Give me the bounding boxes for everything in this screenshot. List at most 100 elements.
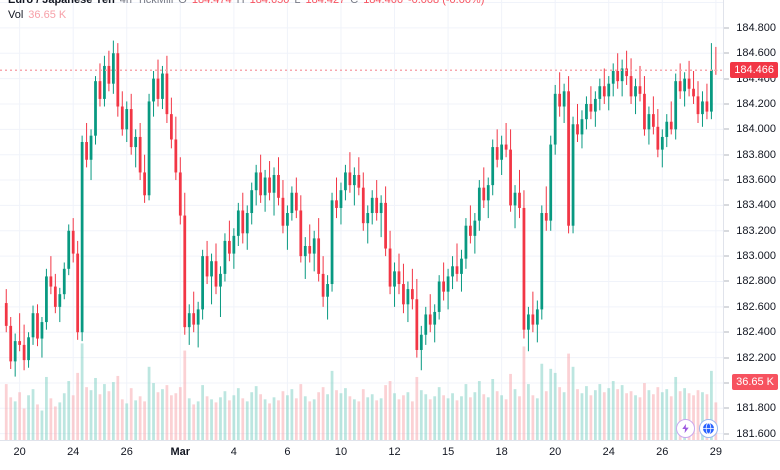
candle-body [174,139,178,173]
candle-body [161,73,164,99]
price-tick-label: 182.600 [736,300,776,313]
candle-body [375,197,379,214]
price-axis[interactable]: 184.800 184.600 184.400 184.200 184.000 183.8… [723,0,780,440]
volume-bar [245,401,249,440]
volume-bar [223,391,227,440]
volume-bar [9,397,13,440]
candle-body [187,313,191,328]
volume-bar [540,363,544,440]
time-axis[interactable]: 20 24 26 Mar 4 6 10 12 15 18 20 24 26 29 [0,440,780,470]
volume-bar [460,396,463,440]
price-tick-label: 181.600 [736,427,776,440]
candle-body [549,144,553,221]
volume-bar [562,392,566,440]
volume-bar [308,401,312,440]
volume-bar [397,399,401,440]
candle-body [428,314,432,325]
volume-bar [254,386,258,440]
volume-bar [178,387,182,440]
candle-body [464,225,468,259]
volume-bar [558,387,562,440]
volume-bar [286,395,289,440]
volume-bar [638,397,642,440]
chart-plot-area[interactable] [0,0,723,440]
candle-body [678,81,682,92]
volume-bar [339,393,343,440]
time-tick-label: 20 [549,446,562,458]
volume-bar [4,384,8,440]
candle-body [446,276,450,292]
price-tick-label: 183.600 [736,174,776,187]
volume-bar [103,384,106,440]
volume-bar [495,391,499,440]
candle-body [98,81,102,99]
volume-bar [330,370,334,440]
volume-bar [665,389,669,440]
candle-body [598,86,602,99]
price-tick-dash [724,357,729,359]
candle-body [495,147,499,160]
volume-bar [585,386,588,440]
candle-body [535,309,539,325]
candle-body [210,261,213,277]
candle-body [303,245,307,257]
candle-body [214,261,218,287]
volume-bar [187,398,191,440]
volume-bar [571,366,575,440]
volume-bar [348,396,352,440]
candle-body [384,202,387,249]
time-tick-label: 15 [441,446,455,458]
candle-body [339,190,343,208]
volume-bar [643,383,646,440]
volume-bar [692,395,695,440]
volume-bar [602,392,606,440]
volume-bar [196,401,200,440]
candle-body [129,109,133,148]
candlestick-svg [0,0,723,440]
volume-bar [616,389,620,440]
price-tick-label: 183.200 [736,224,776,237]
volume-bar [125,403,129,440]
candle-body [192,313,196,325]
volume-bar [228,400,231,440]
candle-body [442,281,446,292]
volume-bar [500,395,504,440]
volume-bar [469,397,472,440]
candle-body [486,185,490,201]
candle-body [76,253,80,333]
candle-body [361,187,365,224]
volume-bar [161,389,164,440]
last-price-badge[interactable]: 184.466 [730,62,778,79]
candle-body [357,174,361,188]
candle-body [107,65,111,84]
candle-body [232,235,236,254]
volume-bar [482,394,486,440]
lightning-bolt-icon [682,423,689,434]
volume-bar [549,368,553,440]
candle-body [424,314,428,335]
candle-body [103,65,106,99]
candle-body [397,271,401,285]
volume-bar [486,397,490,440]
candle-body [330,200,334,285]
candle-body [138,136,142,173]
globe-button[interactable] [699,419,718,438]
volume-bar [553,372,557,440]
volume-bar [85,387,88,440]
volume-bar [504,399,508,440]
volume-bar [45,376,48,440]
time-tick-label: 20 [13,446,26,458]
candle-body [611,71,615,84]
candle-body [527,314,530,330]
volume-bar [205,396,209,440]
lightning-bolt-button[interactable] [676,419,695,438]
candle-body [491,147,495,186]
candle-body [156,78,160,99]
candle-body [477,187,481,221]
candle-body [4,303,8,326]
candle-body [22,344,26,361]
volume-badge[interactable]: 36.65 K [732,374,778,390]
candle-body [620,68,624,82]
candle-body [406,289,410,305]
volume-bar [415,376,419,440]
